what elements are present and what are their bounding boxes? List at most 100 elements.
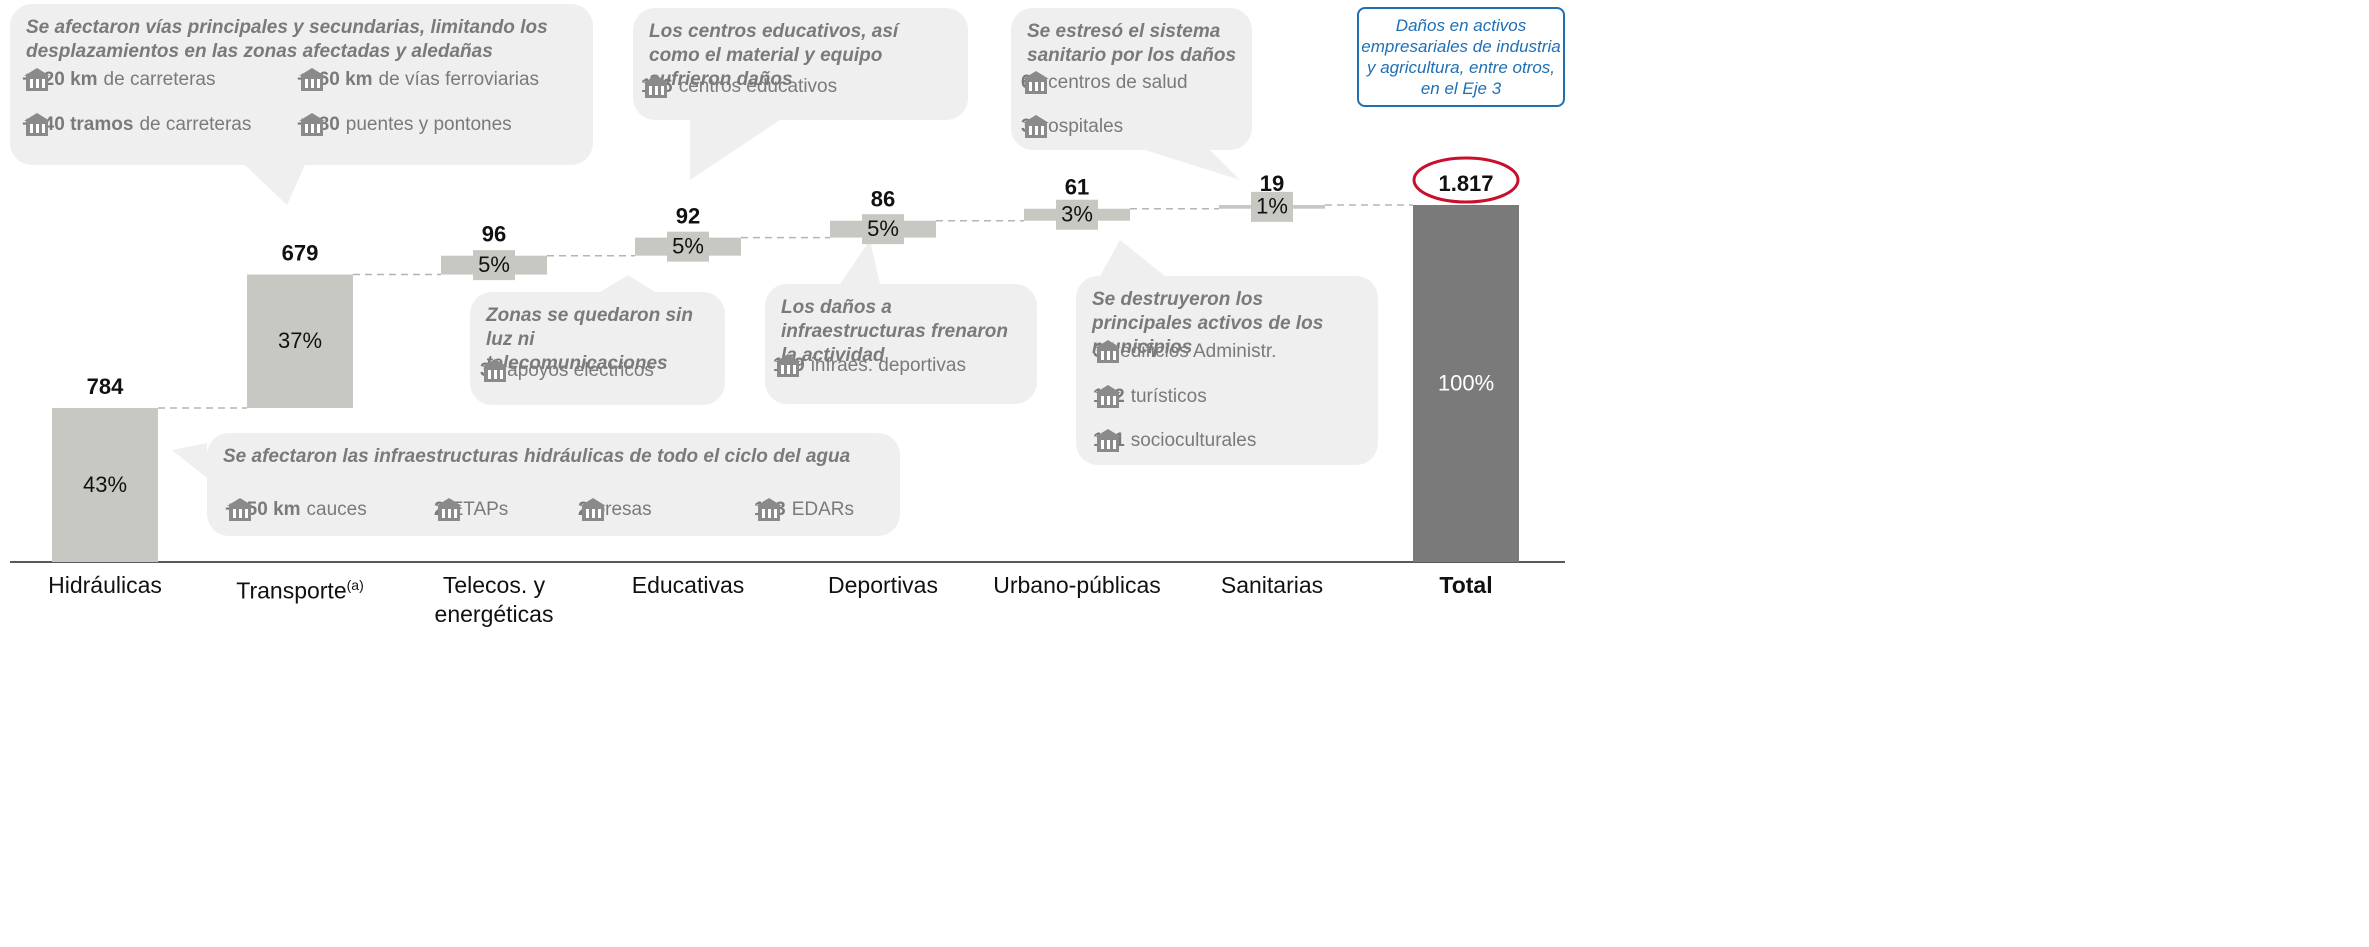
callout-box: [207, 433, 900, 536]
bar: [1413, 205, 1519, 562]
icon: [1095, 429, 1121, 452]
callout-tail: [1100, 240, 1165, 276]
value-label: 679: [282, 240, 319, 265]
category: Transporte: [236, 577, 347, 604]
percent-box: [862, 214, 904, 245]
callout-item: 61centros de salud: [1021, 68, 1188, 98]
x-tick-label: Hidráulicas: [15, 571, 195, 600]
callout-item: 2presas: [578, 495, 652, 525]
value-label: 86: [871, 187, 895, 212]
percent-label: 37%: [278, 328, 322, 353]
callout-box: [470, 292, 725, 405]
percent-label: 100%: [1438, 370, 1494, 395]
item-text: centros educativos: [678, 76, 838, 97]
callout-tail: [1145, 150, 1240, 180]
callout-title: Se destruyeron los principales activos d…: [1092, 289, 1324, 358]
callout-tail: [690, 120, 780, 180]
item-text: centros de salud: [1048, 72, 1188, 93]
callout-item: 106centros educativos: [641, 72, 837, 102]
category: Telecos. y energéticas: [434, 572, 554, 627]
value-label: 19: [1260, 171, 1284, 196]
bar: [52, 407, 158, 562]
callout-tail: [840, 240, 880, 284]
callout-item: +820 km de carreteras: [22, 65, 216, 95]
callout-item: +140 tramos de carreteras: [22, 110, 251, 140]
icon: [643, 75, 669, 98]
percent-box: [473, 250, 515, 281]
icon: [756, 498, 782, 521]
icon: [1023, 71, 1049, 94]
item-text: EDARs: [791, 499, 854, 520]
value-label: 784: [87, 374, 124, 399]
percent-label: 5%: [867, 216, 899, 241]
item-value: +140 tramos: [22, 114, 134, 135]
percent-box: [1056, 199, 1098, 230]
percent-label: 1%: [1256, 194, 1288, 219]
item-text: de vías ferroviarias: [378, 69, 540, 90]
callout-title: Se estresó el sistema sanitario por los …: [1027, 21, 1237, 66]
callout-item: 123EDARs: [754, 495, 854, 525]
item-text: edificios Administr.: [1120, 341, 1277, 362]
footnote-mark: (a): [346, 577, 364, 593]
callout-title: Se afectaron vías principales y secundar…: [26, 17, 548, 62]
callout-tail: [600, 275, 655, 292]
callout-item: 35apoyos eléctricos: [480, 356, 654, 386]
item-text: de carreteras: [103, 69, 216, 90]
callout-item: 151socioculturales: [1093, 426, 1256, 456]
category: Sanitarias: [1220, 572, 1324, 598]
x-tick-label: Transporte(a): [210, 571, 390, 606]
item-text: presas: [594, 499, 652, 520]
item-text: turísticos: [1130, 386, 1207, 407]
value-label: 96: [482, 222, 506, 247]
callout-box: [765, 284, 1037, 404]
callout-item: 2ETAPs: [434, 495, 508, 525]
icon: [1095, 385, 1121, 408]
category: Educativas: [631, 572, 745, 598]
x-tick-label: Educativas: [598, 571, 778, 600]
percent-label: 5%: [672, 233, 704, 258]
callout-item: 122turísticos: [1093, 382, 1207, 412]
icon: [1095, 340, 1121, 363]
item-text: infraes. deportivas: [810, 355, 966, 376]
callout-box: [1011, 8, 1252, 150]
category: Hidráulicas: [48, 572, 162, 598]
icon: [299, 113, 325, 136]
icon: [299, 68, 325, 91]
callout-item: 3hospitales: [1021, 112, 1123, 142]
item-text: socioculturales: [1130, 430, 1257, 451]
icon: [775, 354, 801, 377]
percent-box: [667, 231, 709, 262]
item-text: hospitales: [1037, 116, 1124, 137]
callout-title: Los daños a infraestructuras frenaron la…: [781, 297, 1009, 366]
category: Deportivas: [828, 572, 938, 598]
callout-item: +380puentes y pontones: [297, 110, 512, 140]
callout-item: 139infraes. deportivas: [773, 351, 966, 381]
callout-item: 31edificios Administr.: [1093, 337, 1276, 367]
callout-title: Los centros educativos, así como el mate…: [649, 21, 899, 90]
note: Daños en activos empresariales de indust…: [1357, 7, 1565, 107]
highlight-circle: [1412, 156, 1520, 204]
icon: [24, 113, 50, 136]
value-label: 61: [1065, 175, 1089, 200]
icon: [24, 68, 50, 91]
callout-tail: [245, 165, 305, 205]
callout-box: [1076, 276, 1378, 465]
x-tick-label: Deportivas: [793, 571, 973, 600]
category: Total: [1439, 572, 1493, 598]
percent-label: 3%: [1061, 202, 1093, 227]
icon: [482, 359, 508, 382]
item-text: cauces: [306, 499, 367, 520]
icon: [436, 498, 462, 521]
percent-box: [1251, 191, 1293, 222]
callout-title: Se afectaron las infraestructuras hidráu…: [223, 446, 851, 467]
x-tick-label: Urbano-públicas: [987, 571, 1167, 600]
callout-tail: [172, 443, 207, 478]
item-text: ETAPs: [450, 499, 509, 520]
item-text: de carreteras: [139, 114, 252, 135]
x-tick-label: Total: [1376, 571, 1556, 600]
icon: [580, 498, 606, 521]
percent-label: 5%: [478, 252, 510, 277]
bar: [247, 274, 353, 408]
